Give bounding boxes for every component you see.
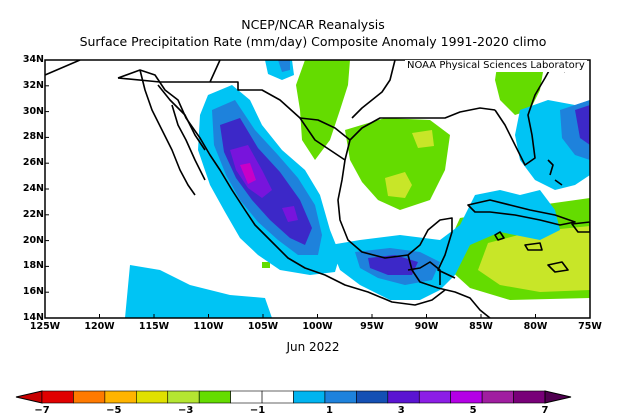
map-title: NCEP/NCAR Reanalysis xyxy=(241,17,385,32)
colorbar-low-arrow xyxy=(15,390,43,404)
map-subtitle: Surface Precipitation Rate (mm/day) Comp… xyxy=(79,34,547,49)
colorbar-high-arrow xyxy=(544,390,572,404)
gulf-california-east xyxy=(157,84,206,151)
lat-tick-label: 24N xyxy=(22,183,44,194)
lat-tick-label: 22N xyxy=(22,208,44,220)
cuba xyxy=(467,199,576,226)
guatemala-border xyxy=(407,261,441,285)
gulf-coast xyxy=(337,159,456,279)
colorbar-tick-label: 3 xyxy=(397,405,405,416)
colorbar-tick-label: −1 xyxy=(249,405,266,416)
central-america xyxy=(407,254,491,318)
pacific-coast xyxy=(45,60,446,306)
axis-tick-marks xyxy=(44,59,591,319)
magenta-core xyxy=(240,163,256,184)
lat-tick-label: 30N xyxy=(22,105,44,117)
colorbar-segment xyxy=(418,390,451,404)
colorbar-segment xyxy=(513,390,546,404)
yellow-green-caribbean xyxy=(478,226,590,292)
lon-tick-label: 75W xyxy=(578,321,602,332)
green-small-spot xyxy=(262,262,270,268)
lon-tick-label: 115W xyxy=(138,321,170,332)
hispaniola xyxy=(571,221,590,233)
islands-small xyxy=(494,231,569,273)
lon-tick-label: 90W xyxy=(414,321,439,332)
lon-tick-label: 100W xyxy=(302,321,333,332)
credit-label: NOAA Physical Sciences Laboratory xyxy=(405,60,587,72)
lon-tick-label: 110W xyxy=(193,321,224,332)
lat-tick-label: 26N xyxy=(22,157,44,169)
us-gulf-coast xyxy=(299,107,496,161)
lat-tick-label: 14N xyxy=(22,312,44,323)
inland-border-east xyxy=(351,60,396,119)
colorbar-segment xyxy=(293,390,326,404)
bahamas xyxy=(547,159,563,186)
lat-tick-label: 16N xyxy=(22,286,44,298)
baja-california xyxy=(139,69,206,196)
colorbar-segment xyxy=(387,390,420,404)
lon-tick-label: 120W xyxy=(84,321,115,332)
lon-tick-label: 80W xyxy=(523,321,548,332)
colorbar-segment xyxy=(230,390,263,404)
yellow-green-gulf-top xyxy=(412,130,434,148)
colorbar-segment xyxy=(356,390,389,404)
time-period-label: Jun 2022 xyxy=(286,340,340,354)
colorbar-tick-label: 1 xyxy=(325,405,333,416)
colorbar xyxy=(15,390,572,404)
jamaica xyxy=(524,242,543,251)
colorbar-segment xyxy=(73,390,106,404)
lat-tick-label: 34N xyxy=(22,54,44,65)
lat-tick-label: 20N xyxy=(22,234,44,246)
colorbar-tick-label: −3 xyxy=(178,405,194,416)
us-mexico-border xyxy=(117,60,346,161)
yellow-green-gulf-spot xyxy=(385,172,412,198)
colorbar-segment xyxy=(167,390,200,404)
colorbar-segment xyxy=(104,390,137,404)
lat-tick-label: 32N xyxy=(22,79,44,91)
colorbar-tick-label: 5 xyxy=(469,405,477,416)
colorbar-segment xyxy=(136,390,169,404)
colorbar-segment xyxy=(450,390,483,404)
colorbar-segment xyxy=(41,390,74,404)
colorbar-segment xyxy=(198,390,231,404)
colorbar-tick-label: 7 xyxy=(541,405,549,416)
colorbar-segment xyxy=(481,390,514,404)
dark-blue-northeast xyxy=(575,105,590,145)
lon-tick-label: 105W xyxy=(247,321,279,332)
blue-top xyxy=(278,60,290,72)
purple-spot-2 xyxy=(282,206,298,222)
lat-tick-label: 28N xyxy=(22,131,44,143)
lat-tick-label: 18N xyxy=(22,260,44,272)
light-blue-baja xyxy=(140,285,180,318)
lon-tick-label: 85W xyxy=(469,321,493,332)
lon-tick-label: 95W xyxy=(360,321,384,332)
colorbar-tick-label: −7 xyxy=(34,405,50,416)
florida xyxy=(494,60,556,166)
colorbar-segment xyxy=(261,390,294,404)
lon-tick-label: 125W xyxy=(29,321,61,332)
anomaly-fields xyxy=(125,60,590,318)
coastlines xyxy=(45,60,590,318)
colorbar-tick-label: −5 xyxy=(106,405,122,416)
green-region-north-mexico xyxy=(296,60,350,160)
colorbar-segment xyxy=(324,390,357,404)
dark-blue-south xyxy=(368,255,418,275)
